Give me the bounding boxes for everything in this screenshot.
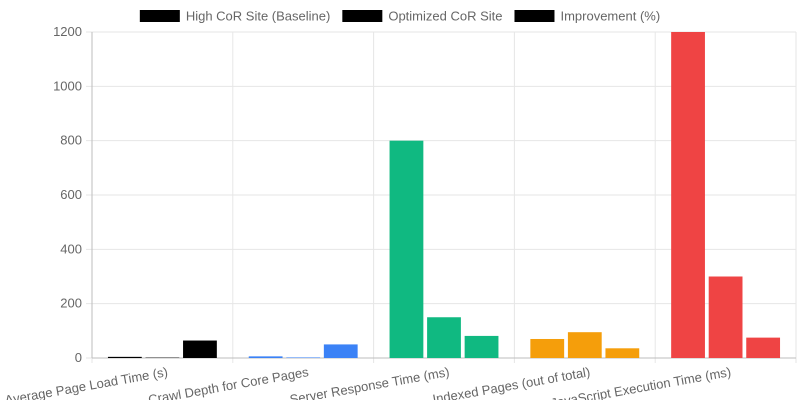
y-tick-label: 600 [60,187,82,202]
legend-item[interactable]: Optimized CoR Site [342,9,502,24]
bar-3-4 [605,348,640,358]
bar-1-4 [530,338,565,358]
x-tick-label: Crawl Depth for Core Pages [147,364,310,400]
bar-1-5 [671,32,705,358]
legend-item[interactable]: Improvement (%) [514,9,660,24]
bar-2-5 [708,276,743,358]
legend-swatch [139,10,180,22]
legend-swatch [342,10,383,22]
legend-label: High CoR Site (Baseline) [186,9,331,24]
bar-3-5 [746,337,781,358]
y-tick-label: 1000 [53,78,82,93]
bar-2-4 [567,332,602,358]
bar-1-2 [248,356,283,358]
x-axis-ticks: Average Page Load Time (s)Crawl Depth fo… [4,364,733,400]
bar-1-1 [107,356,142,358]
y-tick-label: 800 [60,133,82,148]
bars [107,32,781,358]
legend-item[interactable]: High CoR Site (Baseline) [139,9,331,24]
bar-3-2 [323,344,358,358]
legend-label: Optimized CoR Site [388,9,502,24]
y-tick-label: 400 [60,241,82,256]
bar-2-2 [286,357,321,358]
bar-2-3 [427,317,461,358]
legend-label: Improvement (%) [560,9,660,24]
bar-3-3 [464,335,499,358]
grid [86,31,797,363]
y-tick-label: 200 [60,296,82,311]
x-tick-label: Average Page Load Time (s) [4,364,169,400]
y-tick-label: 0 [75,350,82,365]
legend: High CoR Site (Baseline) Optimized CoR Si… [139,9,660,24]
bar-3-1 [183,340,217,358]
bar-1-3 [389,140,424,358]
y-tick-label: 1200 [53,24,82,39]
x-tick-label: Server Response Time (ms) [289,364,451,400]
legend-swatch [514,10,555,22]
y-axis-ticks: 0 200 400 600 800 1000 1200 [53,24,82,365]
